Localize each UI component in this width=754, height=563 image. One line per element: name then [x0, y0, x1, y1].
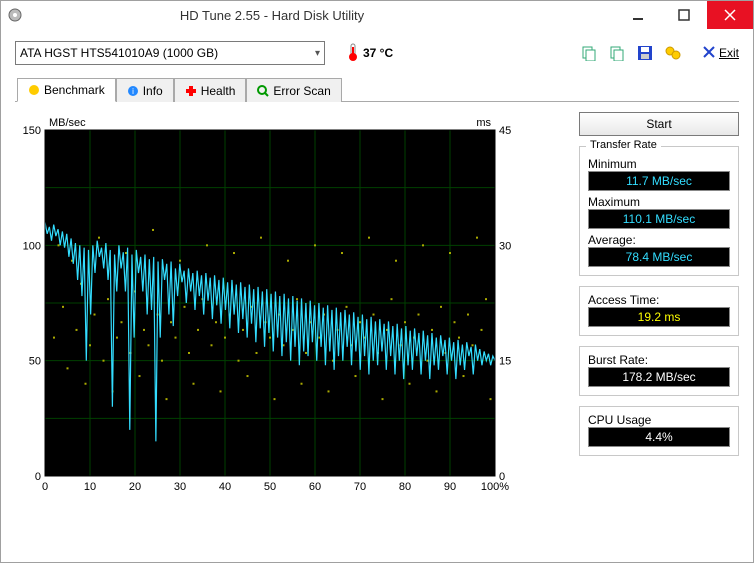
toolbar: ATA HGST HTS541010A9 (1000 GB) ▾ 37 °C E… [15, 41, 739, 65]
exit-button[interactable]: Exit [703, 46, 739, 61]
svg-text:0: 0 [35, 471, 41, 483]
app-icon [7, 7, 23, 23]
tab-health[interactable]: Health [174, 78, 247, 102]
svg-text:80: 80 [399, 481, 411, 493]
titlebar: HD Tune 2.55 - Hard Disk Utility [1, 1, 753, 29]
maximize-button[interactable] [661, 1, 707, 29]
cpu-usage-group: CPU Usage 4.4% [579, 406, 739, 456]
benchmark-icon [28, 84, 40, 96]
cpu-usage-label: CPU Usage [588, 413, 730, 427]
window-title: HD Tune 2.55 - Hard Disk Utility [29, 8, 615, 23]
access-time-label: Access Time: [588, 293, 730, 307]
svg-text:50: 50 [264, 481, 276, 493]
tab-label: Error Scan [273, 84, 330, 98]
exit-icon [703, 46, 715, 61]
svg-text:i: i [132, 87, 134, 96]
svg-text:MB/sec: MB/sec [49, 117, 86, 129]
svg-text:10: 10 [84, 481, 96, 493]
burst-rate-label: Burst Rate: [588, 353, 730, 367]
copy-icon[interactable] [581, 45, 597, 61]
svg-text:40: 40 [219, 481, 231, 493]
content-area: ATA HGST HTS541010A9 (1000 GB) ▾ 37 °C E… [1, 29, 753, 562]
svg-text:45: 45 [499, 125, 511, 137]
temperature-value: 37 °C [363, 46, 393, 60]
maximum-label: Maximum [588, 195, 730, 209]
access-time-value: 19.2 ms [588, 307, 730, 327]
health-icon [185, 85, 197, 97]
tab-label: Info [143, 84, 163, 98]
svg-text:60: 60 [309, 481, 321, 493]
thermometer-icon [347, 43, 359, 64]
screenshot-icon[interactable] [609, 45, 625, 61]
exit-label: Exit [719, 46, 739, 60]
svg-text:20: 20 [129, 481, 141, 493]
save-icon[interactable] [637, 45, 653, 61]
svg-text:150: 150 [23, 125, 41, 137]
average-label: Average: [588, 233, 730, 247]
minimum-label: Minimum [588, 157, 730, 171]
group-title: Transfer Rate [586, 139, 661, 151]
svg-text:15: 15 [499, 356, 511, 368]
options-icon[interactable] [665, 45, 681, 61]
benchmark-chart: MB/secms05010015001530450102030405060708… [15, 112, 567, 552]
tab-bar: Benchmark i Info Health Error Scan [15, 77, 739, 102]
tab-label: Health [201, 84, 236, 98]
info-icon: i [127, 85, 139, 97]
svg-text:0: 0 [42, 481, 48, 493]
access-time-group: Access Time: 19.2 ms [579, 286, 739, 336]
transfer-rate-group: Transfer Rate Minimum 11.7 MB/sec Maximu… [579, 146, 739, 276]
tab-label: Benchmark [44, 83, 105, 97]
minimum-value: 11.7 MB/sec [588, 171, 730, 191]
svg-text:100: 100 [23, 240, 41, 252]
drive-select-value: ATA HGST HTS541010A9 (1000 GB) [20, 46, 218, 60]
tab-benchmark[interactable]: Benchmark [17, 78, 116, 102]
svg-text:30: 30 [174, 481, 186, 493]
svg-text:90: 90 [444, 481, 456, 493]
burst-rate-value: 178.2 MB/sec [588, 367, 730, 387]
average-value: 78.4 MB/sec [588, 247, 730, 267]
minimize-button[interactable] [615, 1, 661, 29]
burst-rate-group: Burst Rate: 178.2 MB/sec [579, 346, 739, 396]
drive-select[interactable]: ATA HGST HTS541010A9 (1000 GB) ▾ [15, 41, 325, 65]
svg-text:30: 30 [499, 240, 511, 252]
close-button[interactable] [707, 1, 753, 29]
temperature-display: 37 °C [347, 43, 393, 64]
svg-text:ms: ms [476, 117, 491, 129]
main-window: HD Tune 2.55 - Hard Disk Utility ATA HGS… [0, 0, 754, 563]
cpu-usage-value: 4.4% [588, 427, 730, 447]
start-button[interactable]: Start [579, 112, 739, 136]
svg-text:70: 70 [354, 481, 366, 493]
maximum-value: 110.1 MB/sec [588, 209, 730, 229]
tab-info[interactable]: i Info [116, 78, 174, 102]
tab-error-scan[interactable]: Error Scan [246, 78, 341, 102]
chevron-down-icon: ▾ [315, 48, 320, 59]
svg-text:100%: 100% [481, 481, 509, 493]
svg-text:50: 50 [29, 356, 41, 368]
error-scan-icon [257, 85, 269, 97]
side-panel: Start Transfer Rate Minimum 11.7 MB/sec … [579, 112, 739, 552]
